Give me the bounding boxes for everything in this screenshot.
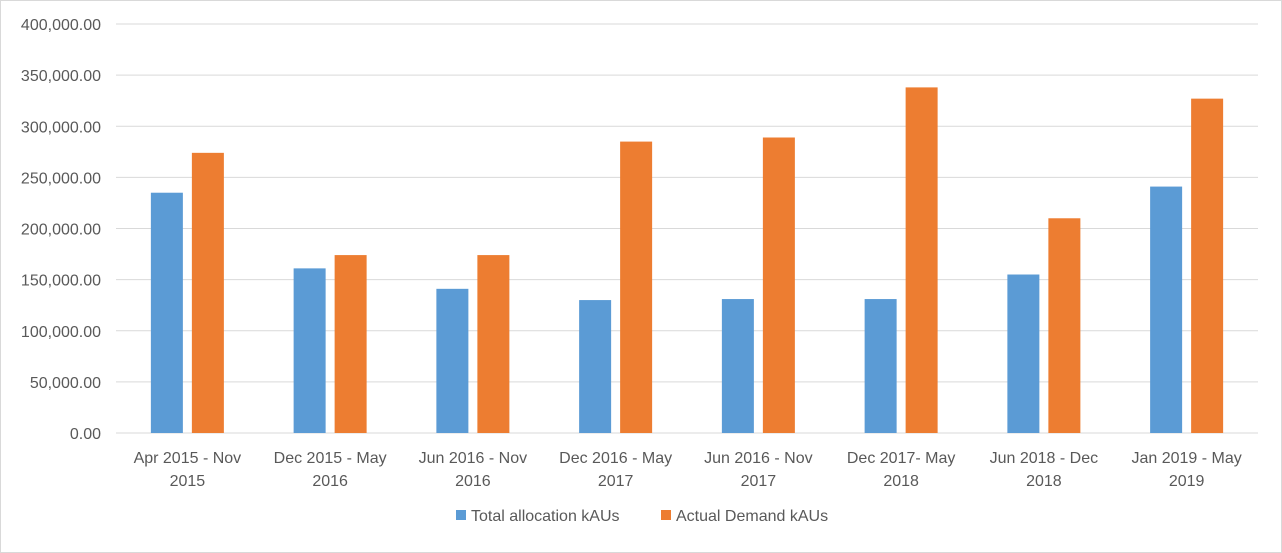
legend-swatch: [661, 510, 671, 520]
gridlines: [116, 23, 1258, 434]
x-category-label: Jun 2016 - Nov 2017: [704, 450, 813, 490]
bar-total-allocation: [1007, 274, 1040, 433]
bar-actual-demand: [477, 255, 510, 433]
y-tick-label: 250,000.00: [21, 170, 101, 187]
legend-label: Actual Demand kAUs: [676, 508, 828, 525]
bar-total-allocation: [436, 288, 469, 433]
bars: [150, 87, 1224, 434]
bar-actual-demand: [334, 255, 367, 433]
x-category-label: Dec 2016 - May 2017: [559, 450, 672, 490]
legend-swatch: [456, 510, 466, 520]
bar-total-allocation: [293, 268, 326, 433]
bar-total-allocation: [721, 299, 754, 433]
y-tick-label: 350,000.00: [21, 68, 101, 85]
y-tick-label: 200,000.00: [21, 222, 101, 239]
y-tick-label: 100,000.00: [21, 324, 101, 341]
y-tick-label: 150,000.00: [21, 273, 101, 290]
bar-total-allocation: [150, 192, 183, 433]
x-category-label: Dec 2017- May 2018: [847, 450, 956, 490]
y-tick-label: 50,000.00: [30, 375, 101, 392]
bar-actual-demand: [191, 152, 224, 433]
bar-actual-demand: [1048, 218, 1081, 433]
x-axis-category-labels: Apr 2015 - Nov 2015 Dec 2015 - May 2016 Jun …: [134, 450, 1242, 490]
bar-actual-demand: [762, 137, 795, 433]
bar-actual-demand: [1191, 98, 1224, 433]
y-tick-label: 300,000.00: [21, 119, 101, 136]
bar-total-allocation: [864, 299, 897, 433]
bar-actual-demand: [905, 87, 938, 434]
x-category-label: Jun 2016 - Nov 2016: [419, 450, 528, 490]
x-category-label: Dec 2015 - May 2016: [274, 450, 387, 490]
x-category-label: Jun 2018 - Dec 2018: [990, 450, 1099, 490]
bar-total-allocation: [1150, 186, 1183, 433]
y-tick-label: 400,000.00: [21, 17, 101, 34]
y-axis-tick-labels: 0.00 50,000.00 100,000.00 150,000.00 200,000…: [21, 17, 101, 443]
x-category-label: Apr 2015 - Nov 2015: [134, 450, 242, 490]
x-category-label: Jan 2019 - May 2019: [1131, 450, 1241, 490]
bar-total-allocation: [579, 300, 612, 433]
y-tick-label: 0.00: [70, 426, 101, 443]
bar-actual-demand: [620, 141, 653, 433]
legend: Total allocation kAUs Actual Demand kAUs: [456, 508, 828, 525]
legend-label: Total allocation kAUs: [471, 508, 620, 525]
